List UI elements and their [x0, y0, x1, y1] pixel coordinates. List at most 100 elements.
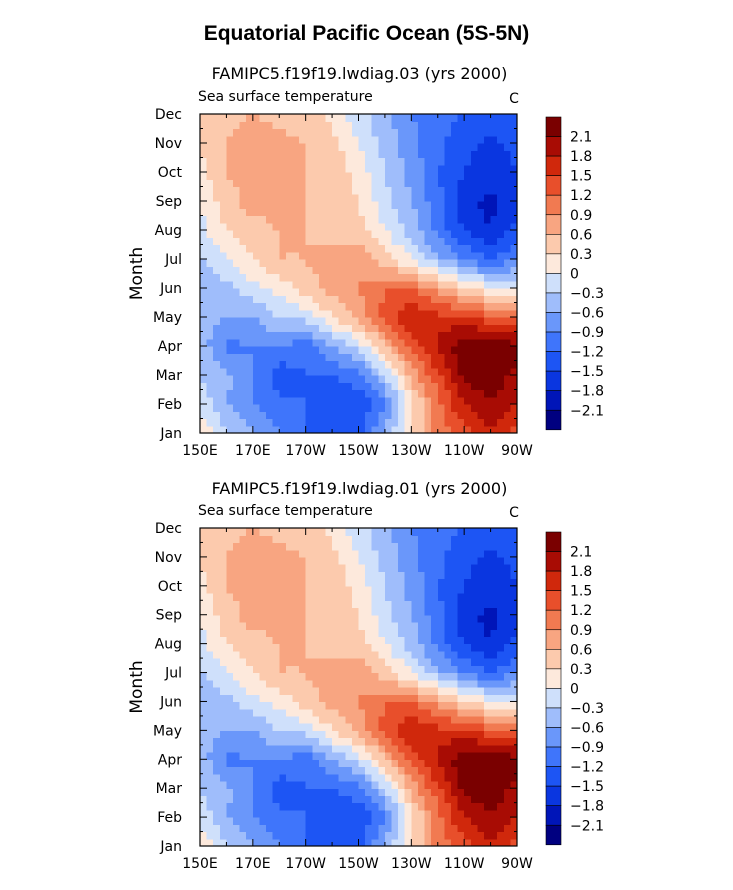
heat-cell	[371, 701, 379, 710]
heat-cell	[411, 346, 419, 354]
heat-cell	[219, 802, 228, 811]
heat-cell	[417, 672, 426, 681]
colorbar-box	[545, 688, 562, 709]
heat-cell	[384, 295, 393, 304]
heat-cell	[226, 150, 234, 159]
heat-cell	[233, 636, 241, 645]
heat-cell	[437, 723, 445, 731]
heat-cell	[365, 266, 373, 275]
heat-cell	[424, 121, 432, 130]
heat-cell	[510, 564, 518, 572]
heat-cell	[325, 643, 333, 652]
heat-cell	[444, 309, 452, 318]
heat-cell	[371, 375, 379, 383]
heat-cell	[279, 237, 287, 246]
heat-cell	[510, 831, 518, 840]
heat-cell	[417, 237, 426, 246]
heat-cell	[464, 679, 472, 688]
heat-cell	[384, 607, 393, 616]
heat-cell	[292, 824, 300, 833]
heat-cell	[404, 338, 412, 347]
heat-cell	[477, 259, 485, 267]
heat-cell	[219, 309, 228, 318]
heat-cell	[371, 802, 379, 811]
heat-cell	[266, 338, 274, 347]
heat-cell	[470, 715, 478, 724]
heat-cell	[200, 629, 208, 638]
heat-cell	[483, 222, 492, 231]
heat-cell	[444, 382, 452, 391]
heat-cell	[279, 273, 287, 282]
heat-cell	[338, 222, 346, 231]
heat-cell	[272, 208, 280, 217]
heat-cell	[351, 730, 360, 739]
heat-cell	[411, 701, 419, 710]
heat-cell	[292, 607, 300, 616]
heat-cell	[252, 186, 261, 195]
heat-cell	[464, 360, 472, 369]
heat-cell	[351, 367, 360, 376]
heat-cell	[424, 309, 432, 318]
heat-cell	[497, 179, 505, 188]
heat-cell	[444, 172, 452, 180]
heat-cell	[378, 259, 386, 267]
heat-cell	[404, 389, 412, 398]
heat-cell	[246, 150, 254, 159]
heat-cell	[233, 295, 241, 304]
heat-cell	[391, 404, 399, 412]
heat-cell	[318, 150, 327, 159]
heat-cell	[305, 114, 313, 122]
heat-cell	[285, 629, 294, 638]
heat-cell	[490, 687, 498, 695]
heat-cell	[437, 650, 445, 659]
heat-cell	[318, 237, 327, 246]
heat-cell	[464, 672, 472, 681]
colorbar-box	[545, 214, 562, 235]
heat-cell	[384, 708, 393, 717]
heat-cell	[206, 201, 214, 209]
heat-cell	[318, 730, 327, 739]
heat-cell	[312, 621, 320, 630]
heat-cell	[483, 317, 492, 325]
heat-cell	[503, 172, 511, 180]
colorbar-label: 0.6	[570, 227, 592, 243]
heat-cell	[358, 143, 366, 151]
heat-cell	[206, 593, 214, 601]
heat-cell	[417, 172, 426, 180]
heat-cell	[226, 266, 234, 275]
heat-cell	[325, 542, 333, 551]
heat-cell	[444, 367, 452, 376]
heat-cell	[371, 317, 379, 325]
heat-cell	[470, 528, 478, 536]
heat-cell	[259, 679, 267, 688]
heat-cell	[266, 317, 274, 325]
heat-cell	[279, 795, 287, 804]
heat-cell	[259, 759, 267, 768]
heat-cell	[285, 831, 294, 840]
heat-cell	[272, 266, 280, 275]
heat-cell	[239, 251, 247, 260]
heat-cell	[497, 658, 505, 666]
colorbar-box	[545, 668, 562, 689]
heat-cell	[483, 571, 492, 580]
heat-cell	[219, 324, 228, 333]
heat-cell	[239, 780, 247, 789]
heat-cell	[358, 708, 366, 717]
heat-cell	[444, 831, 452, 840]
heat-cell	[239, 208, 247, 217]
heat-cell	[292, 230, 300, 238]
heat-cell	[200, 600, 208, 609]
heat-cell	[371, 143, 379, 151]
heat-cell	[470, 802, 478, 811]
heat-cell	[371, 752, 379, 760]
heat-cell	[477, 135, 485, 144]
heat-cell	[318, 824, 327, 833]
heat-cell	[477, 302, 485, 311]
heat-cell	[490, 744, 498, 753]
heat-cell	[206, 672, 214, 681]
heat-cell	[252, 251, 261, 260]
heat-cell	[200, 708, 208, 717]
heat-cell	[312, 114, 320, 122]
heat-cell	[252, 542, 261, 551]
heat-cell	[384, 353, 393, 362]
